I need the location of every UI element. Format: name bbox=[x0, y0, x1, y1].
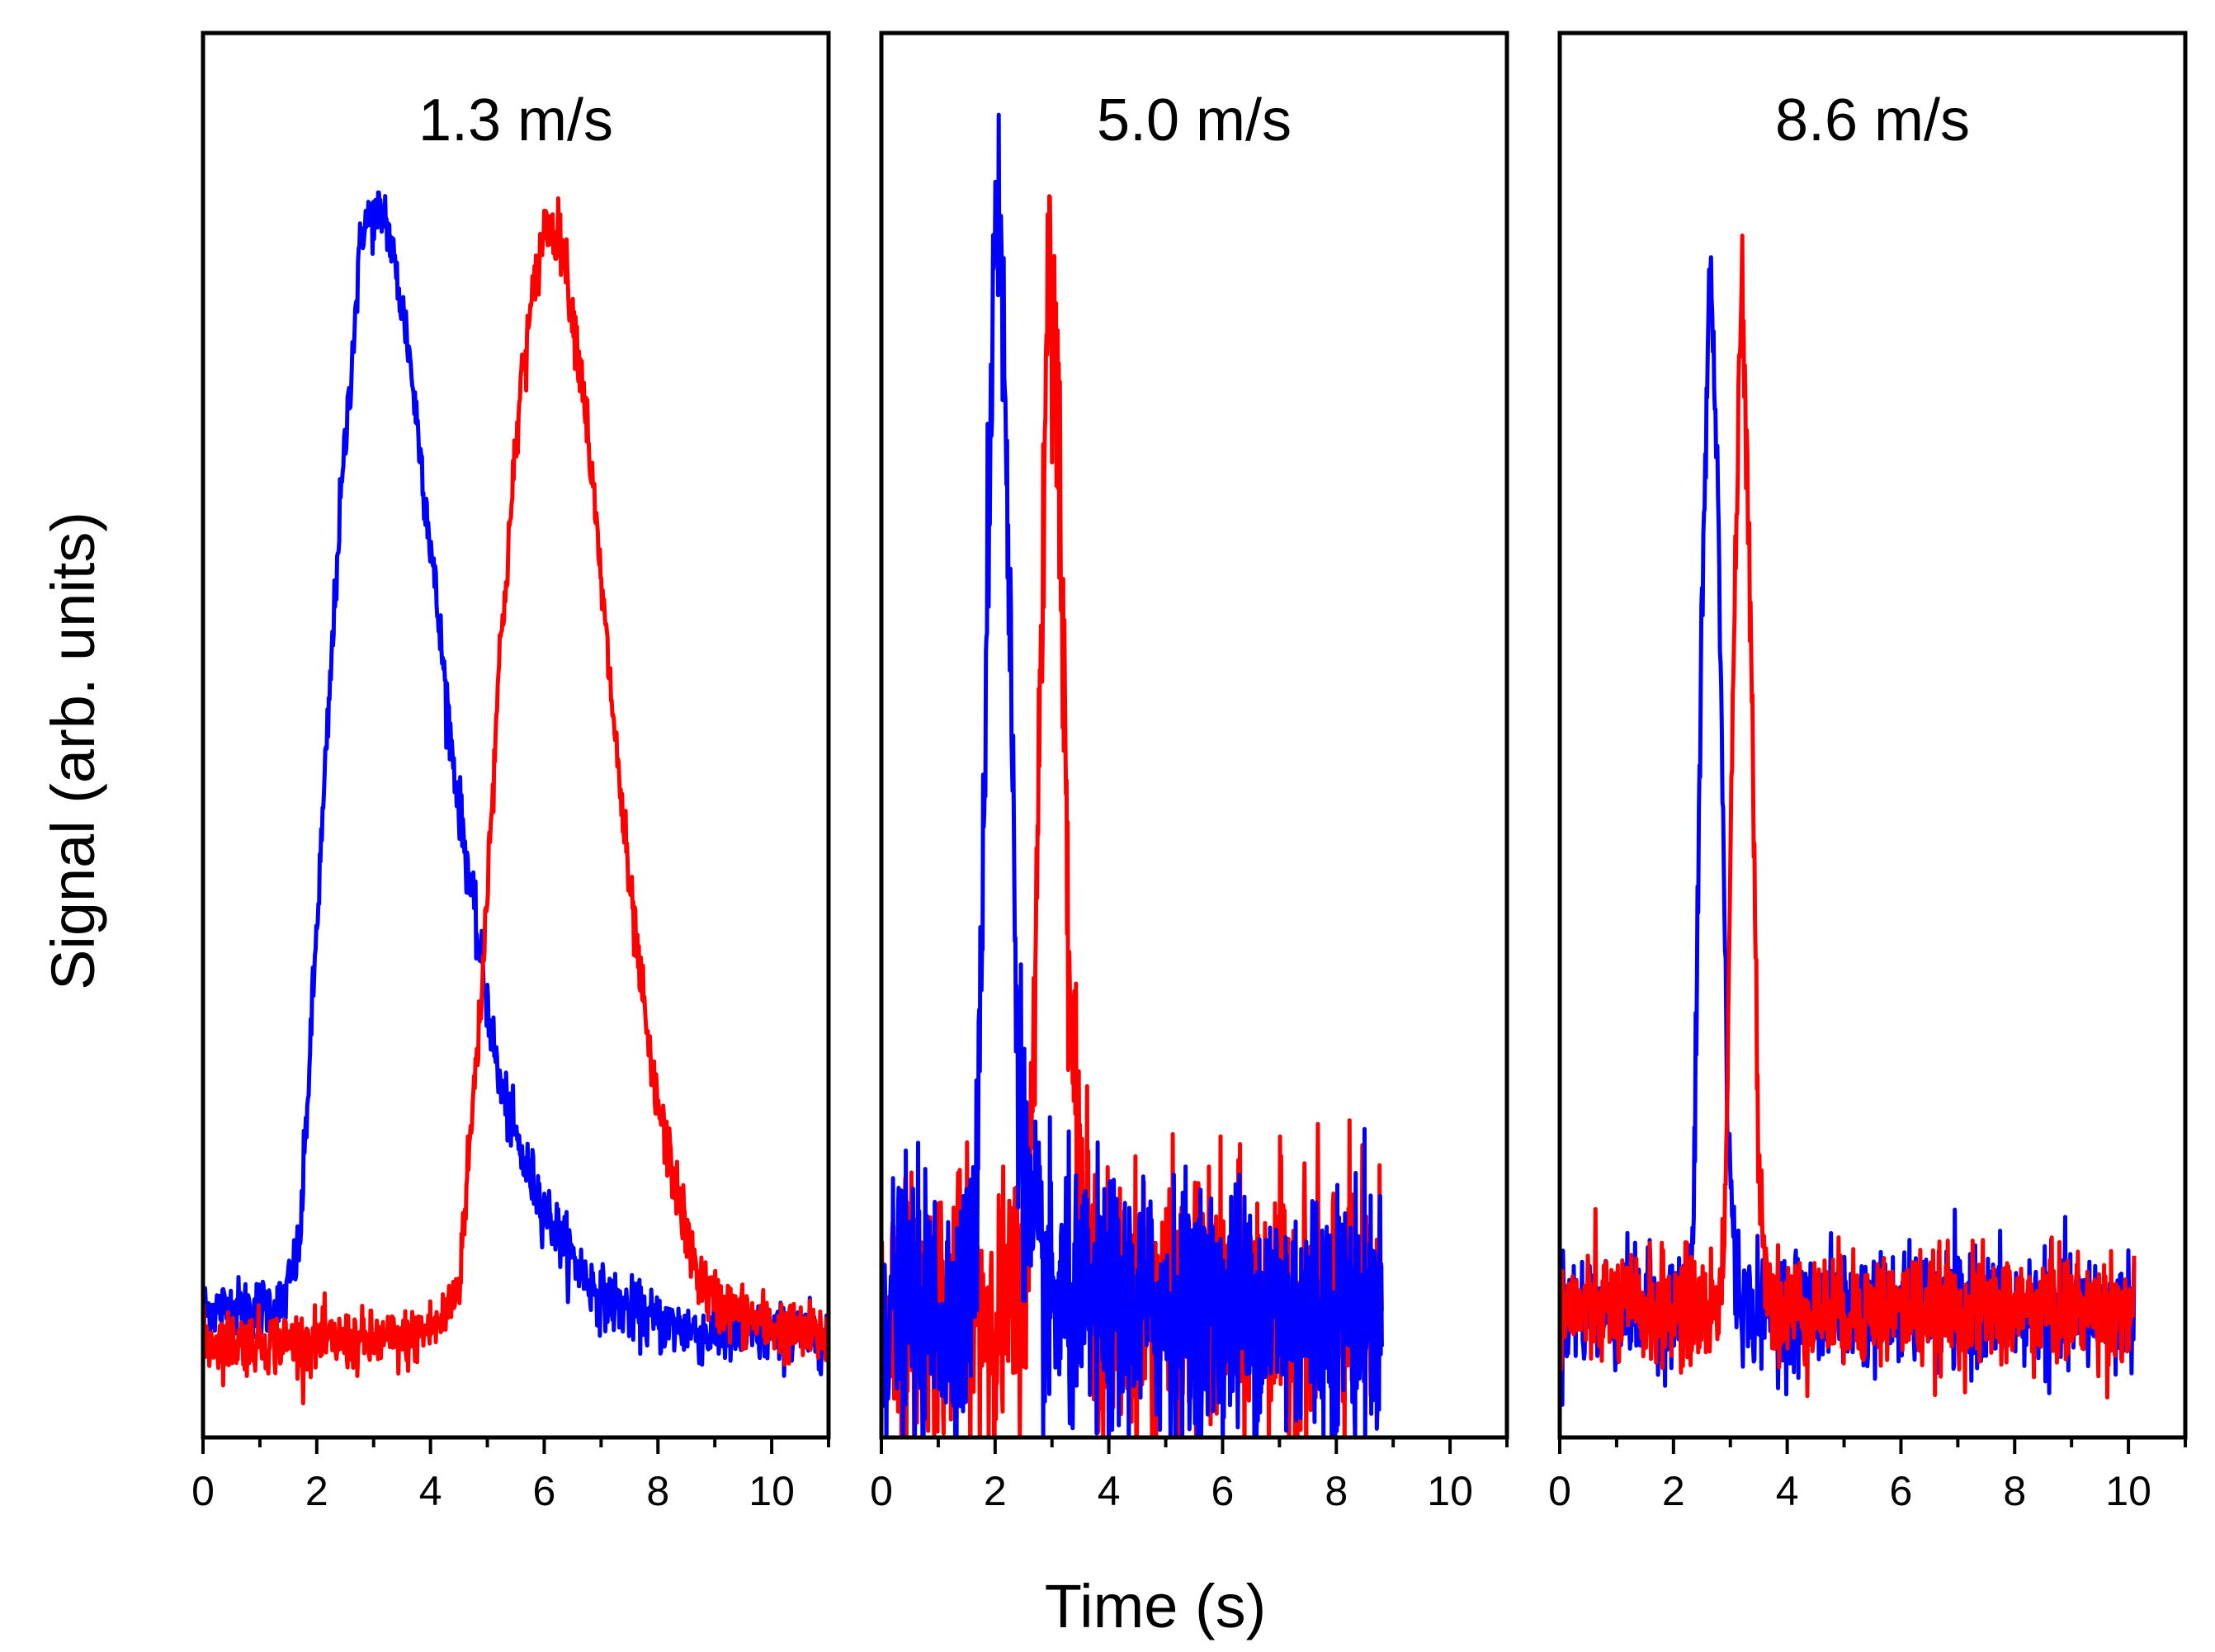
y-axis-label: Signal (arb. units) bbox=[39, 512, 107, 990]
panel-5-0-ms: 5.0 m/s 0 2 4 6 8 10 bbox=[870, 31, 1509, 1514]
x-tick-label: 0 bbox=[870, 1468, 893, 1514]
x-axis-label: Time (s) bbox=[1045, 1572, 1267, 1640]
panel-1-3-ms: 1.3 m/s 0 2 4 6 8 10 bbox=[191, 31, 831, 1514]
x-tick-label: 4 bbox=[1098, 1468, 1121, 1514]
series-red-line bbox=[203, 196, 829, 1406]
x-tick-label: 2 bbox=[984, 1468, 1007, 1514]
panel-title: 8.6 m/s bbox=[1775, 87, 1970, 153]
x-tick-label: 8 bbox=[1325, 1468, 1348, 1514]
series-red-line bbox=[1560, 234, 2137, 1400]
panel-traces bbox=[881, 112, 1384, 1437]
x-tick-label: 4 bbox=[419, 1468, 442, 1514]
panel-traces bbox=[203, 190, 829, 1406]
x-axis-ticks: 0 2 4 6 8 10 bbox=[1548, 1437, 2187, 1514]
x-tick-label: 2 bbox=[305, 1468, 328, 1514]
panel-title: 5.0 m/s bbox=[1097, 87, 1292, 153]
plot-frame bbox=[1557, 31, 2188, 1440]
series-blue-line bbox=[881, 112, 1384, 1437]
panel-traces bbox=[1560, 234, 2137, 1407]
x-tick-label: 2 bbox=[1662, 1468, 1685, 1514]
x-tick-label: 8 bbox=[646, 1468, 669, 1514]
x-tick-label: 10 bbox=[2105, 1468, 2151, 1514]
panel-8-6-ms: 8.6 m/s 0 2 4 6 8 10 bbox=[1548, 31, 2188, 1514]
x-tick-label: 8 bbox=[2003, 1468, 2026, 1514]
x-tick-label: 10 bbox=[1427, 1468, 1473, 1514]
x-axis-ticks: 0 2 4 6 8 10 bbox=[191, 1437, 830, 1514]
x-tick-label: 6 bbox=[533, 1468, 556, 1514]
x-tick-label: 10 bbox=[749, 1468, 795, 1514]
series-blue-line bbox=[203, 190, 829, 1378]
plot-frame bbox=[879, 31, 1509, 1440]
x-tick-label: 6 bbox=[1211, 1468, 1235, 1514]
x-tick-label: 0 bbox=[1548, 1468, 1571, 1514]
x-axis-ticks: 0 2 4 6 8 10 bbox=[870, 1437, 1509, 1514]
x-tick-label: 6 bbox=[1890, 1468, 1913, 1514]
plot-frame bbox=[201, 31, 831, 1440]
panel-title: 1.3 m/s bbox=[418, 87, 613, 153]
x-tick-label: 0 bbox=[191, 1468, 215, 1514]
x-tick-label: 4 bbox=[1776, 1468, 1799, 1514]
series-blue-line bbox=[1560, 255, 2137, 1407]
